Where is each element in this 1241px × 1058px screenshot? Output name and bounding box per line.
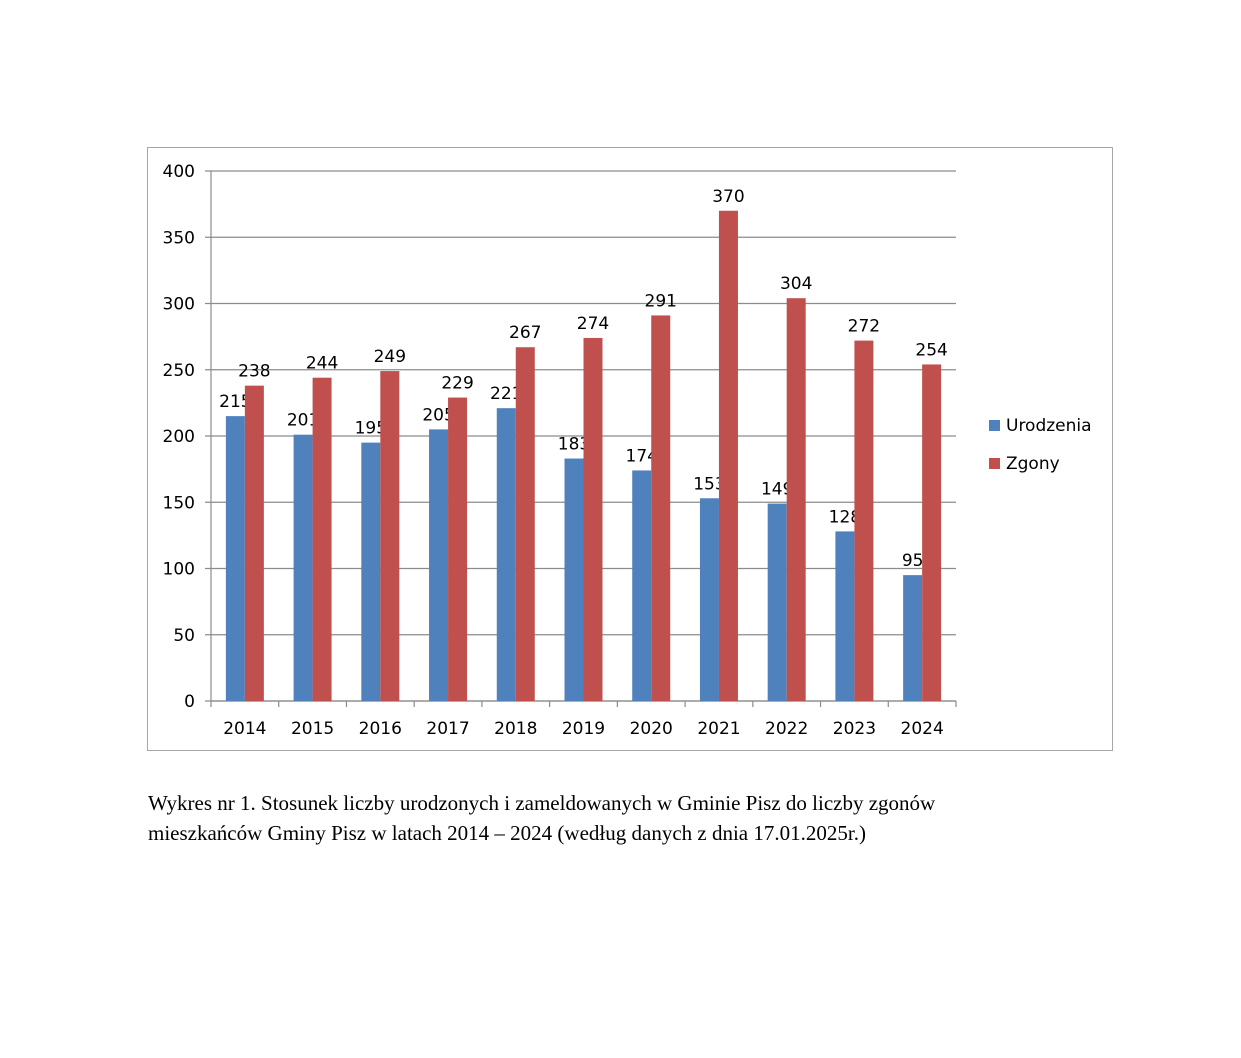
chart-frame: 0 50 100 150 200 250 300 350 400 2014 215 238 2015 20… [147, 147, 1113, 751]
y-tick-label: 50 [173, 626, 195, 646]
data-label-urodzenia: 149 [761, 480, 793, 500]
data-label-urodzenia: 128 [829, 507, 861, 527]
x-tick-label: 2015 [291, 719, 334, 739]
x-tick-label: 2024 [901, 719, 944, 739]
x-tick-label: 2016 [359, 719, 402, 739]
y-tick-label: 400 [163, 162, 195, 182]
bar-zgony [244, 385, 264, 701]
data-label-urodzenia: 215 [219, 392, 251, 412]
data-label-zgony: 238 [238, 362, 270, 382]
x-tick-label: 2017 [426, 719, 469, 739]
bar-zgony [651, 315, 671, 701]
bar-zgony [786, 298, 806, 701]
data-label-zgony: 244 [306, 354, 338, 374]
bar-zgony [854, 340, 874, 701]
data-label-urodzenia: 174 [626, 446, 658, 466]
bar-urodzenia [429, 429, 449, 701]
data-label-urodzenia: 183 [558, 435, 590, 455]
data-label-urodzenia: 153 [693, 474, 725, 494]
data-label-zgony: 272 [848, 317, 880, 337]
caption-line-1: Wykres nr 1. Stosunek liczby urodzonych … [148, 791, 936, 815]
bar-zgony [922, 364, 942, 701]
y-tick-label: 300 [163, 295, 195, 315]
x-tick-label: 2023 [833, 719, 876, 739]
bar-chart: 0 50 100 150 200 250 300 350 400 2014 215 238 2015 20… [163, 162, 1092, 739]
legend-label: Urodzenia [1006, 416, 1092, 436]
y-tick-label: 150 [163, 493, 195, 513]
legend-swatch [989, 458, 1000, 469]
bar-urodzenia [496, 408, 516, 701]
bar-urodzenia [835, 531, 855, 701]
bar-urodzenia [564, 458, 584, 701]
y-tick-label: 0 [184, 692, 195, 712]
bar-zgony [583, 337, 603, 701]
data-label-urodzenia: 95 [902, 551, 924, 571]
bar-urodzenia [225, 416, 245, 701]
data-label-zgony: 274 [577, 314, 609, 334]
bar-urodzenia [293, 434, 313, 701]
x-tick-label: 2021 [697, 719, 740, 739]
x-tick-label: 2019 [562, 719, 605, 739]
x-tick-label: 2022 [765, 719, 808, 739]
bar-urodzenia [903, 575, 923, 701]
y-tick-label: 350 [163, 228, 195, 248]
figure-caption: Wykres nr 1. Stosunek liczby urodzonych … [148, 788, 1048, 848]
bar-zgony [448, 397, 468, 701]
data-label-urodzenia: 221 [490, 384, 522, 404]
legend-swatch [989, 420, 1000, 431]
bar-urodzenia [632, 470, 652, 701]
data-label-urodzenia: 205 [422, 405, 454, 425]
data-label-zgony: 254 [915, 340, 947, 360]
bar-urodzenia [361, 442, 381, 701]
data-label-zgony: 370 [712, 187, 744, 207]
data-label-zgony: 249 [374, 347, 406, 367]
bar-zgony [380, 371, 400, 701]
legend-label: Zgony [1006, 454, 1060, 474]
data-label-urodzenia: 195 [355, 419, 387, 439]
data-label-zgony: 291 [645, 291, 677, 311]
bar-urodzenia [699, 498, 719, 701]
caption-line-2: mieszkańców Gminy Pisz w latach 2014 – 2… [148, 821, 866, 845]
data-label-zgony: 267 [509, 323, 541, 343]
data-label-zgony: 304 [780, 274, 812, 294]
bar-zgony [718, 210, 738, 701]
x-tick-label: 2020 [630, 719, 673, 739]
data-label-zgony: 229 [441, 374, 473, 394]
x-tick-label: 2018 [494, 719, 537, 739]
x-tick-label: 2014 [223, 719, 266, 739]
bar-urodzenia [767, 503, 787, 701]
y-tick-label: 250 [163, 361, 195, 381]
data-label-urodzenia: 201 [287, 411, 319, 431]
y-tick-label: 200 [163, 427, 195, 447]
bar-zgony [312, 377, 332, 701]
y-tick-label: 100 [163, 560, 195, 580]
bar-zgony [515, 347, 535, 701]
